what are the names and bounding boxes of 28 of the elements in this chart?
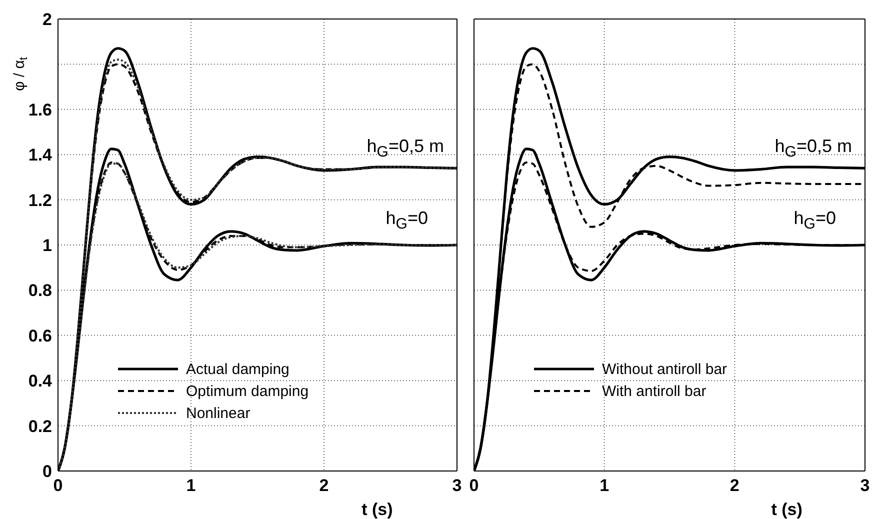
y-tick-label: 1.6 <box>28 100 52 120</box>
x-tick-label: 1 <box>600 476 610 496</box>
legend-label: Without antiroll bar <box>602 360 728 378</box>
y-tick-label: 1 <box>42 236 52 256</box>
x-tick-label: 0 <box>469 476 479 496</box>
legend-label: With antiroll bar <box>602 382 706 400</box>
legend-label: Nonlinear <box>186 404 250 422</box>
y-tick-label: 2 <box>42 10 52 30</box>
legend-label: Optimum damping <box>186 382 309 400</box>
y-tick-label: 0 <box>42 462 52 482</box>
legend-label: Actual damping <box>186 360 290 378</box>
y-tick-label: 0.8 <box>28 281 52 300</box>
y-tick-label: 1.4 <box>28 146 53 165</box>
y-tick-label: 0.4 <box>28 372 53 391</box>
x-axis-title: t (s) <box>771 500 802 519</box>
x-tick-label: 2 <box>730 476 740 496</box>
annotation: h$_{G}$=0 <box>386 208 428 233</box>
x-tick-label: 1 <box>186 476 196 496</box>
annotation: h$_{G}$=0 <box>794 208 836 233</box>
x-tick-label: 2 <box>319 476 329 496</box>
y-tick-label: 1.2 <box>28 190 52 210</box>
annotation: h$_{G}$=0,5 m <box>774 136 852 161</box>
x-tick-label: 3 <box>860 476 870 496</box>
y-tick-label: 0.6 <box>28 326 52 346</box>
y-tick-label: 0.2 <box>28 416 52 436</box>
x-tick-label: 3 <box>452 476 462 496</box>
x-axis-title: t (s) <box>362 500 393 519</box>
annotation: h$_{G}$=0,5 m <box>366 136 444 161</box>
